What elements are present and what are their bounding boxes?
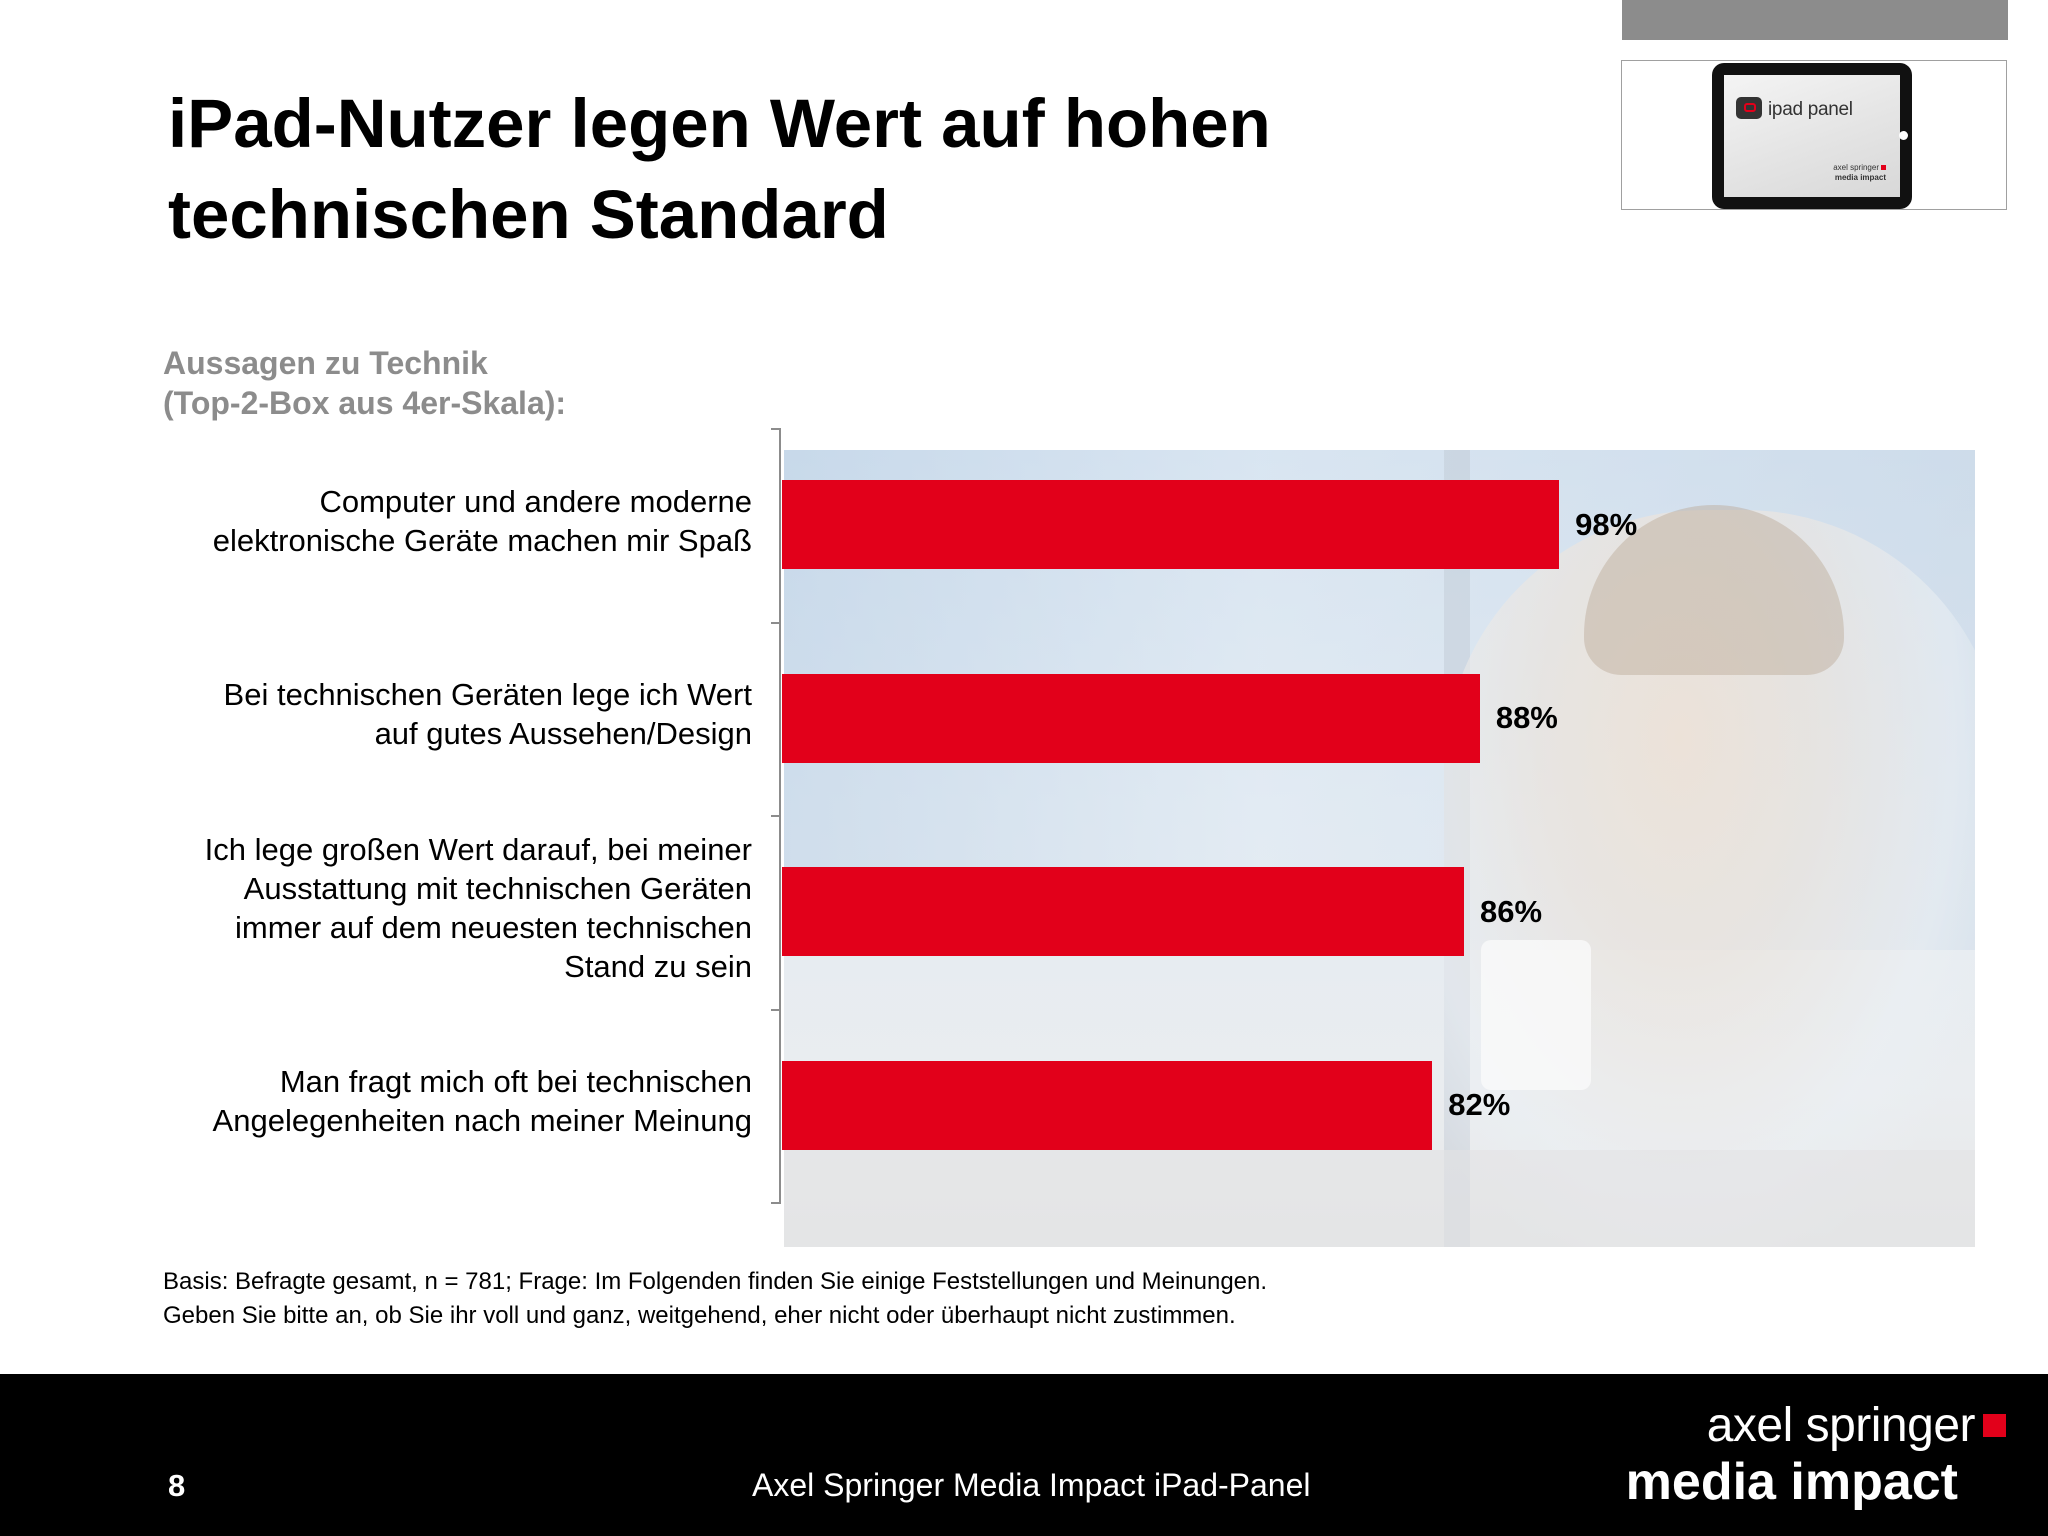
footnote-line: Geben Sie bitte an, ob Sie ihr voll und … xyxy=(163,1302,1236,1329)
footer-text: Axel Springer Media Impact iPad-Panel xyxy=(752,1467,1311,1503)
chat-bubble-icon xyxy=(1736,97,1762,119)
logo-brand: axel springer media impact xyxy=(1833,163,1886,183)
brand-square-icon xyxy=(1983,1414,2006,1437)
category-label: Ich lege großen Wert darauf, bei meiner A… xyxy=(205,830,752,986)
footer-bar xyxy=(0,1374,2048,1536)
chart-subtitle: Aussagen zu Technik (Top-2-Box aus 4er-S… xyxy=(163,343,566,423)
category-label-line: Stand zu sein xyxy=(564,948,752,984)
axis-tick xyxy=(771,428,781,430)
category-label-line: Computer und andere moderne xyxy=(319,483,752,519)
axis-tick xyxy=(771,1008,781,1011)
category-label: Bei technischen Geräten lege ich Wert auf… xyxy=(224,675,752,753)
axis-tick xyxy=(771,815,781,817)
tablet-screen: ipad panel axel springer media impact xyxy=(1724,75,1900,197)
category-label-line: Man fragt mich oft bei technischen xyxy=(279,1064,752,1100)
page-number: 8 xyxy=(168,1468,186,1503)
category-label-line: auf gutes Aussehen/Design xyxy=(374,716,752,752)
slide-title: iPad-Nutzer legen Wert auf hohen technis… xyxy=(168,85,1271,253)
logo-brand-line1: axel springer xyxy=(1833,163,1879,172)
photo-mug xyxy=(1481,940,1591,1090)
brand-square-icon xyxy=(1881,165,1886,170)
category-label: Computer und andere moderne elektronische… xyxy=(213,482,752,560)
category-label-line: elektronische Geräte machen mir Spaß xyxy=(212,522,752,558)
category-label-line: Bei technischen Geräten lege ich Wert xyxy=(223,677,752,713)
home-button-icon xyxy=(1899,131,1908,140)
ipad-panel-logo: ipad panel axel springer media impact xyxy=(1621,60,2007,210)
bar xyxy=(782,1060,1433,1150)
tablet-icon: ipad panel axel springer media impact xyxy=(1712,63,1912,209)
bar xyxy=(782,480,1560,570)
bar-value-label: 82% xyxy=(1448,1087,1511,1123)
logo-panel-text: ipad panel xyxy=(1768,99,1853,120)
category-label: Man fragt mich oft bei technischen Angele… xyxy=(213,1062,752,1140)
category-label-line: Ich lege großen Wert darauf, bei meiner xyxy=(204,831,752,867)
bar xyxy=(782,673,1480,763)
category-label-line: immer auf dem neuesten technischen xyxy=(235,909,752,945)
logo-brand-line2: media impact xyxy=(1834,173,1886,182)
footnote: Basis: Befragte gesamt, n = 781; Frage: … xyxy=(163,1265,1267,1333)
category-label-line: Ausstattung mit technischen Geräten xyxy=(243,870,752,906)
brand-line2: media impact xyxy=(1625,1453,1958,1511)
category-label-line: Angelegenheiten nach meiner Meinung xyxy=(212,1103,752,1139)
header-gray-bar xyxy=(1622,0,2008,40)
axis-tick xyxy=(771,1202,781,1204)
chart-subtitle-line: (Top-2-Box aus 4er-Skala): xyxy=(163,385,567,421)
axis-tick xyxy=(771,621,781,624)
brand-logo: axel springer media impact xyxy=(1626,1398,2006,1510)
bar xyxy=(782,867,1464,957)
brand-line1: axel springer xyxy=(1706,1399,1976,1452)
bar-value-label: 98% xyxy=(1575,506,1638,542)
bar-value-label: 86% xyxy=(1479,893,1543,929)
bar-value-label: 88% xyxy=(1495,700,1558,736)
footnote-line: Basis: Befragte gesamt, n = 781; Frage: … xyxy=(163,1268,1268,1295)
photo-table xyxy=(784,1150,1975,1247)
chart-subtitle-line: Aussagen zu Technik xyxy=(163,345,488,381)
photo-person xyxy=(1444,510,1975,1247)
